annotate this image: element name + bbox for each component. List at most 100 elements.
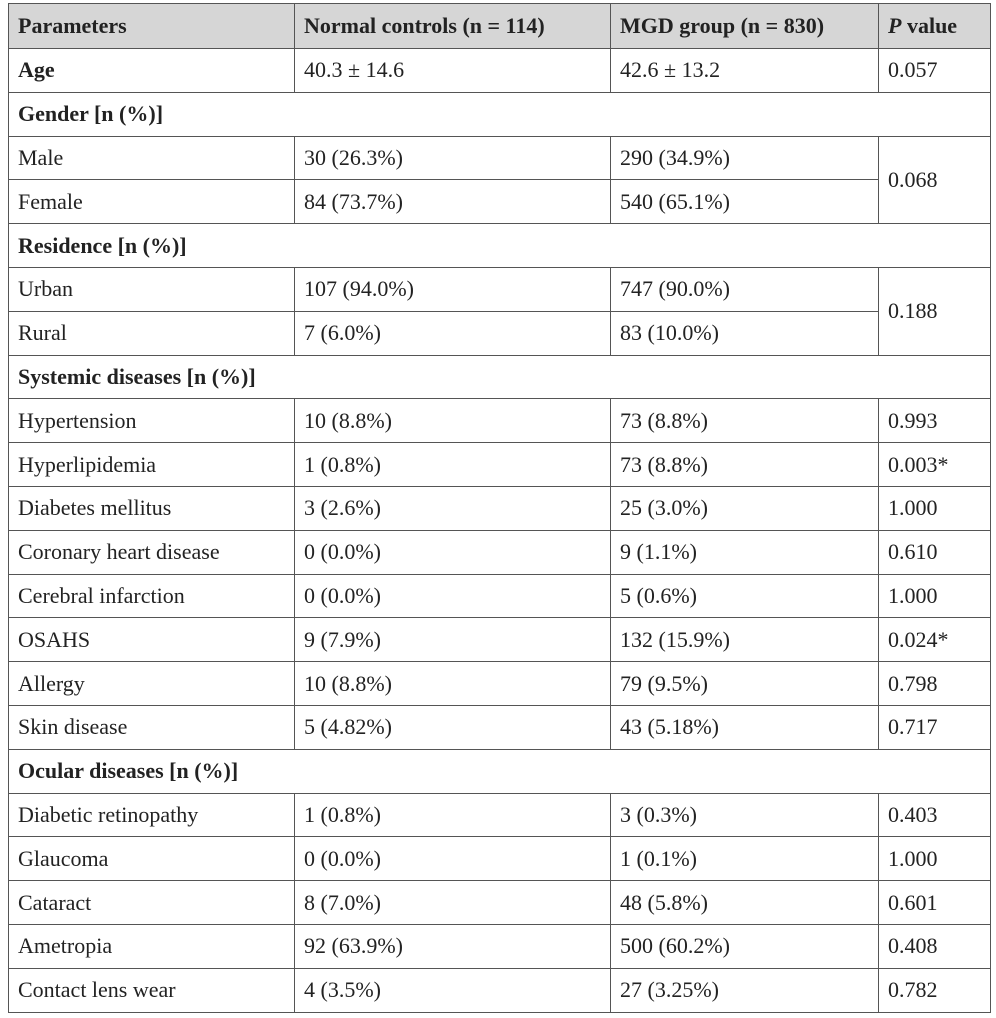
table-cell: 10 (8.8%) — [294, 661, 611, 706]
section-title: Gender [n (%)] — [8, 91, 991, 137]
table-cell: 5 (4.82%) — [294, 704, 611, 750]
table-cell: Hypertension — [8, 398, 295, 444]
table-cell: Cerebral infarction — [8, 573, 295, 619]
header-row: Parameters Normal controls (n = 114) MGD g… — [8, 3, 991, 49]
table-cell: 0.601 — [878, 880, 991, 925]
header-cell: MGD group (n = 830) — [610, 3, 879, 49]
table-cell: Coronary heart disease — [8, 529, 295, 575]
table-cell: 8 (7.0%) — [294, 880, 611, 925]
table-cell: 79 (9.5%) — [610, 661, 879, 706]
table-row: Rural 7 (6.0%) 83 (10.0%) — [8, 310, 991, 356]
table-cell: 132 (15.9%) — [610, 617, 879, 663]
data-table: Parameters Normal controls (n = 114) MGD g… — [8, 3, 991, 1013]
table-cell: 84 (73.7%) — [294, 179, 611, 225]
table-cell: 42.6 ± 13.2 — [610, 48, 879, 93]
table-row: Hypertension 10 (8.8%) 73 (8.8%) 0.993 — [8, 398, 991, 444]
header-cell: Parameters — [8, 3, 295, 49]
table-cell: Diabetes mellitus — [8, 485, 295, 531]
table-cell: 43 (5.18%) — [610, 704, 879, 750]
table-cell: 0.003* — [878, 442, 991, 487]
table-cell: 540 (65.1%) — [610, 179, 879, 225]
header-cell: Normal controls (n = 114) — [294, 3, 611, 49]
table-cell: Hyperlipidemia — [8, 442, 295, 487]
table-cell: 7 (6.0%) — [294, 310, 611, 356]
header-cell: P value — [878, 3, 991, 49]
table-cell: 30 (26.3%) — [294, 135, 611, 181]
table-row: Coronary heart disease 0 (0.0%) 9 (1.1%) 0.… — [8, 529, 991, 575]
table-row: Diabetes mellitus 3 (2.6%) 25 (3.0%) 1.000 — [8, 485, 991, 531]
table-row: Cerebral infarction 0 (0.0%) 5 (0.6%) 1.000 — [8, 573, 991, 619]
table-cell: Diabetic retinopathy — [8, 792, 295, 838]
table-row: Female 84 (73.7%) 540 (65.1%) — [8, 179, 991, 225]
table-cell: Allergy — [8, 661, 295, 706]
table-row: Allergy 10 (8.8%) 79 (9.5%) 0.798 — [8, 661, 991, 706]
table-cell: 73 (8.8%) — [610, 398, 879, 444]
table-cell: 0.408 — [878, 923, 991, 969]
table-cell: Ametropia — [8, 923, 295, 969]
table-cell: Urban — [8, 266, 295, 312]
table-row: Cataract 8 (7.0%) 48 (5.8%) 0.601 — [8, 880, 991, 925]
table-cell: Cataract — [8, 880, 295, 925]
table-cell: 0.403 — [878, 792, 991, 838]
table-cell: Male — [8, 135, 295, 181]
section-row: Ocular diseases [n (%)] — [8, 748, 991, 794]
table-row: Ametropia 92 (63.9%) 500 (60.2%) 0.408 — [8, 923, 991, 969]
table-cell: 9 (7.9%) — [294, 617, 611, 663]
section-title: Ocular diseases [n (%)] — [8, 748, 991, 794]
table-cell: 0.782 — [878, 967, 991, 1013]
table-cell: 0.188 — [878, 266, 991, 356]
section-title: Systemic diseases [n (%)] — [8, 354, 991, 400]
table-cell: 0.057 — [878, 48, 991, 93]
table-row: Urban 107 (94.0%) 747 (90.0%) 0.188 — [8, 266, 991, 356]
table-cell: 0.068 — [878, 135, 991, 225]
table-cell: 4 (3.5%) — [294, 967, 611, 1013]
table-cell: 83 (10.0%) — [610, 310, 879, 356]
table-cell: 0.993 — [878, 398, 991, 444]
table-cell: 0 (0.0%) — [294, 573, 611, 619]
table-cell: Skin disease — [8, 704, 295, 750]
table-cell: 0.717 — [878, 704, 991, 750]
table-row: Male 30 (26.3%) 290 (34.9%) 0.068 — [8, 135, 991, 225]
table-cell: 0 (0.0%) — [294, 529, 611, 575]
table-cell: 3 (0.3%) — [610, 792, 879, 838]
table-cell: 9 (1.1%) — [610, 529, 879, 575]
table-cell: OSAHS — [8, 617, 295, 663]
table-cell: 48 (5.8%) — [610, 880, 879, 925]
table-cell: 92 (63.9%) — [294, 923, 611, 969]
table-cell: 5 (0.6%) — [610, 573, 879, 619]
table-cell: 1 (0.8%) — [294, 792, 611, 838]
table-cell: 73 (8.8%) — [610, 442, 879, 487]
table-cell: 1 (0.8%) — [294, 442, 611, 487]
table-row: Glaucoma 0 (0.0%) 1 (0.1%) 1.000 — [8, 836, 991, 882]
table-cell: Rural — [8, 310, 295, 356]
table-cell: 3 (2.6%) — [294, 485, 611, 531]
table-cell: Female — [8, 179, 295, 225]
table-cell: 0.798 — [878, 661, 991, 706]
table-cell: 0.610 — [878, 529, 991, 575]
section-title: Residence [n (%)] — [8, 223, 991, 268]
table-cell: 1.000 — [878, 836, 991, 882]
table-row: Diabetic retinopathy 1 (0.8%) 3 (0.3%) 0.40… — [8, 792, 991, 838]
section-row: Gender [n (%)] — [8, 91, 991, 137]
table-cell: 1.000 — [878, 573, 991, 619]
table-cell: 10 (8.8%) — [294, 398, 611, 444]
section-row: Systemic diseases [n (%)] — [8, 354, 991, 400]
table-cell: 107 (94.0%) — [294, 266, 611, 312]
table-row: Contact lens wear 4 (3.5%) 27 (3.25%) 0.782 — [8, 967, 991, 1013]
table-row: OSAHS 9 (7.9%) 132 (15.9%) 0.024* — [8, 617, 991, 663]
table-cell: 40.3 ± 14.6 — [294, 48, 611, 93]
table-cell: 290 (34.9%) — [610, 135, 879, 181]
table-row: Age 40.3 ± 14.6 42.6 ± 13.2 0.057 — [8, 48, 991, 93]
table-row: Skin disease 5 (4.82%) 43 (5.18%) 0.717 — [8, 704, 991, 750]
table-cell: Glaucoma — [8, 836, 295, 882]
table-cell: 27 (3.25%) — [610, 967, 879, 1013]
table-cell: 25 (3.0%) — [610, 485, 879, 531]
table-cell: 0 (0.0%) — [294, 836, 611, 882]
section-row: Residence [n (%)] — [8, 223, 991, 268]
table-cell: 1 (0.1%) — [610, 836, 879, 882]
table-cell: Age — [8, 48, 295, 93]
table-cell: 500 (60.2%) — [610, 923, 879, 969]
table-cell: Contact lens wear — [8, 967, 295, 1013]
table-cell: 0.024* — [878, 617, 991, 663]
table-cell: 1.000 — [878, 485, 991, 531]
